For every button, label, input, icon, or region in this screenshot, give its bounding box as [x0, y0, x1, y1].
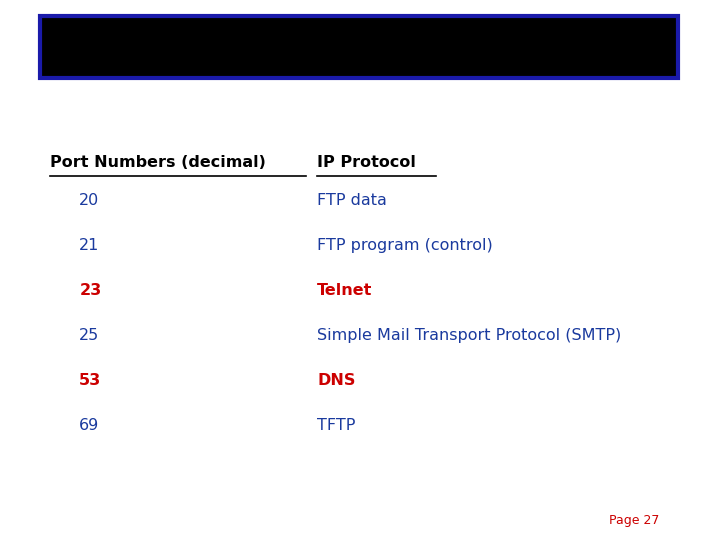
Text: Simple Mail Transport Protocol (SMTP): Simple Mail Transport Protocol (SMTP): [317, 328, 622, 343]
Text: 53: 53: [79, 373, 102, 388]
Text: FTP data: FTP data: [317, 193, 387, 208]
Text: IP Protocol: IP Protocol: [317, 155, 416, 170]
Text: 20: 20: [79, 193, 99, 208]
Text: Port Numbers (decimal): Port Numbers (decimal): [50, 155, 266, 170]
Text: 25: 25: [79, 328, 99, 343]
Text: 69: 69: [79, 418, 99, 433]
Text: Telnet: Telnet: [317, 283, 373, 298]
Text: 23: 23: [79, 283, 102, 298]
Text: TFTP: TFTP: [317, 418, 355, 433]
Text: FTP program (control): FTP program (control): [317, 238, 493, 253]
Text: DNS: DNS: [317, 373, 355, 388]
Text: 21: 21: [79, 238, 99, 253]
FancyBboxPatch shape: [40, 16, 678, 78]
Text: Page 27: Page 27: [609, 514, 660, 527]
